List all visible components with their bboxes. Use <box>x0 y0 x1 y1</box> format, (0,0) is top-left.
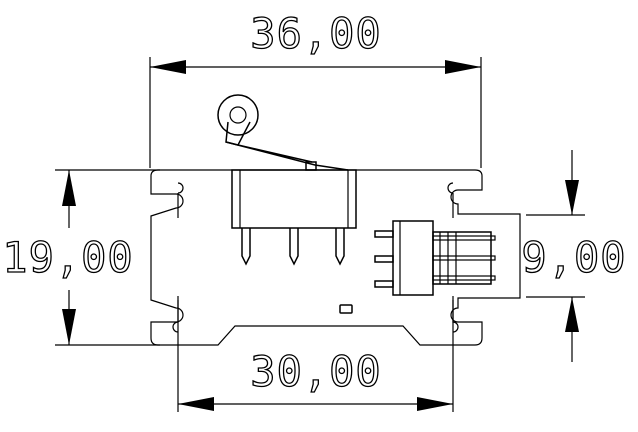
mounting-hole-top-right <box>447 182 454 218</box>
dimension-label-9: 9,00 <box>521 233 626 282</box>
connector-contact-1 <box>432 235 496 241</box>
board-outline <box>150 169 521 346</box>
mounting-hole-bottom-right <box>452 296 459 333</box>
switch-lever <box>225 141 349 171</box>
arrowhead-top <box>62 170 76 206</box>
connector-pin-2 <box>374 255 394 263</box>
arrowhead-top <box>565 180 579 215</box>
switch-body <box>231 169 357 229</box>
mounting-holes <box>172 182 459 333</box>
dimension-label-36: 36,00 <box>250 9 381 58</box>
mounting-hole-bottom-left <box>172 296 179 333</box>
dimension-36: 36,00 <box>149 8 482 168</box>
arrowhead-bottom <box>62 309 76 345</box>
dimension-9: 9,00 <box>521 150 626 362</box>
switch-pin-3 <box>335 228 345 266</box>
dimension-label-19: 19,00 <box>2 233 133 282</box>
arrowhead-bottom <box>565 297 579 332</box>
connector-contact-2 <box>432 255 496 261</box>
mounting-hole-top-left <box>177 182 184 218</box>
smd-component <box>339 304 353 314</box>
arrowhead-left <box>178 397 214 411</box>
switch-pin-1 <box>241 228 251 266</box>
arrowhead-right <box>445 60 481 74</box>
connector-housing <box>392 220 434 296</box>
connector-contact-3 <box>432 275 496 281</box>
arrowhead-right <box>417 397 453 411</box>
dimension-label-30: 30,00 <box>250 347 381 396</box>
connector-pin-3 <box>374 280 394 288</box>
switch-roller-axle <box>229 106 247 124</box>
connector <box>374 220 496 296</box>
dimension-19: 19,00 <box>2 169 160 346</box>
connector-pin-1 <box>374 230 394 238</box>
switch-pin-2 <box>289 228 299 266</box>
switch-roller <box>217 94 259 136</box>
dimension-30: 30,00 <box>177 300 454 412</box>
arrowhead-left <box>150 60 186 74</box>
micro-switch <box>217 94 357 266</box>
